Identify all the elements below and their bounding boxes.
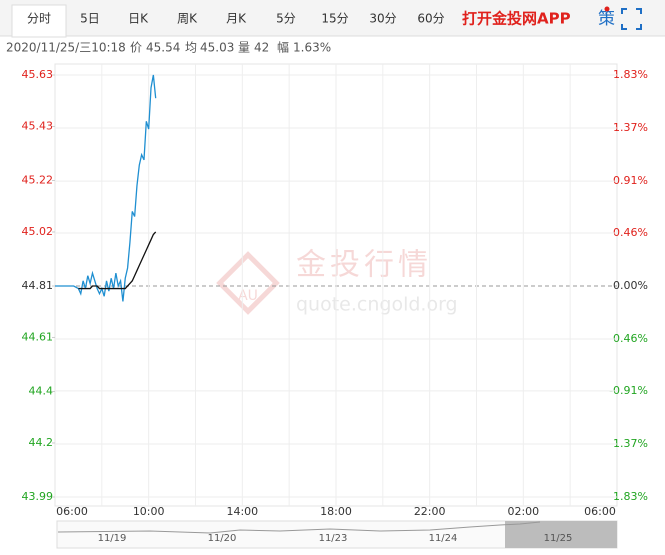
info-range: 1.63%: [293, 41, 331, 55]
x-tick-label: 06:00: [584, 505, 616, 518]
watermark-title: 金投行情: [296, 248, 432, 283]
navigator-line: [57, 521, 541, 534]
y-tick-label: 45.63: [22, 68, 54, 81]
navigator-label: 11/23: [319, 533, 348, 544]
notice-dot: [604, 6, 610, 12]
navigator-label: 11/25: [544, 533, 573, 544]
watermark-logo: AU: [238, 288, 258, 304]
x-tick-label: 02:00: [507, 505, 539, 518]
navigator-label: 11/20: [208, 533, 237, 544]
navigator-selection[interactable]: [505, 521, 617, 548]
tab[interactable]: 30分: [369, 12, 396, 26]
watermark-logo-frame: [216, 251, 280, 315]
watermark-url: quote.cngold.org: [296, 294, 458, 316]
series-line: [78, 231, 157, 290]
y-tick-label: 44.61: [22, 330, 54, 343]
series-line: [55, 74, 157, 302]
x-tick-label: 06:00: [56, 505, 88, 518]
tab[interactable]: 周K: [177, 12, 198, 26]
y-tick-label: 45.43: [22, 119, 54, 132]
info-vol: 42: [254, 41, 269, 55]
tab[interactable]: 分时: [27, 12, 51, 26]
tab-bar: [0, 0, 665, 36]
y-tick-label: 44.2: [29, 436, 54, 449]
info-line: 2020/11/25/三10:18 价 45.54 均 45.03 量 42 幅 1.63%: [6, 40, 331, 55]
tab[interactable]: 5日: [80, 12, 100, 26]
y2-tick-label: -1.83%: [609, 490, 648, 503]
tab[interactable]: 15分: [321, 12, 348, 26]
x-tick-label: 18:00: [320, 505, 352, 518]
y-tick-label: 43.99: [22, 490, 54, 503]
y2-tick-label: 0.00%: [613, 279, 648, 292]
y2-tick-label: -0.91%: [609, 384, 648, 397]
info-time: 2020/11/25/三10:18: [6, 41, 126, 55]
tab[interactable]: 月K: [226, 12, 247, 26]
y-tick-label: 45.22: [22, 174, 54, 187]
y-tick-label: 44.81: [22, 279, 54, 292]
watermark: AU 金投行情 quote.cngold.org: [216, 248, 458, 316]
info-avg: 45.03: [200, 41, 234, 55]
navigator-label: 11/24: [429, 533, 458, 544]
lines: [55, 74, 157, 302]
tabs: 分时 5日 日K 周K 月K 5分 15分 30分 60分: [27, 12, 445, 26]
tab[interactable]: 日K: [128, 12, 149, 26]
x-tick-label: 22:00: [414, 505, 446, 518]
y2-tick-label: -0.46%: [609, 332, 648, 345]
info-vol-label: 量: [238, 41, 250, 55]
info-price-label: 价: [130, 41, 142, 55]
tab[interactable]: 60分: [417, 12, 444, 26]
y2-tick-label: 1.37%: [613, 121, 648, 134]
navigator-label: 11/19: [98, 533, 127, 544]
y-tick-label: 45.02: [22, 225, 54, 238]
x-tick-label: 14:00: [226, 505, 258, 518]
grid: 1.83% 1.37% 0.91% 0.46% 0.00% -0.46% -0.91% -1.…: [22, 64, 648, 518]
info-range-label: 幅: [277, 40, 289, 55]
y-tick-label: 44.4: [29, 385, 54, 398]
y2-tick-label: 1.83%: [613, 68, 648, 81]
app-link[interactable]: 打开金投网APP: [462, 10, 571, 28]
y2-tick-label: 0.91%: [613, 174, 648, 187]
fullscreen-icon[interactable]: [621, 8, 642, 30]
info-avg-label: 均: [185, 41, 197, 55]
navigator-labels: 11/19 11/20 11/23 11/24 11/25: [98, 533, 573, 544]
tab[interactable]: 5分: [276, 12, 296, 26]
x-tick-label: 10:00: [133, 505, 165, 518]
strategy-icon[interactable]: 策: [598, 9, 615, 29]
y2-tick-label: 0.46%: [613, 226, 648, 239]
info-price: 45.54: [146, 41, 180, 55]
y2-tick-label: -1.37%: [609, 437, 648, 450]
active-tab: [11, 4, 67, 38]
